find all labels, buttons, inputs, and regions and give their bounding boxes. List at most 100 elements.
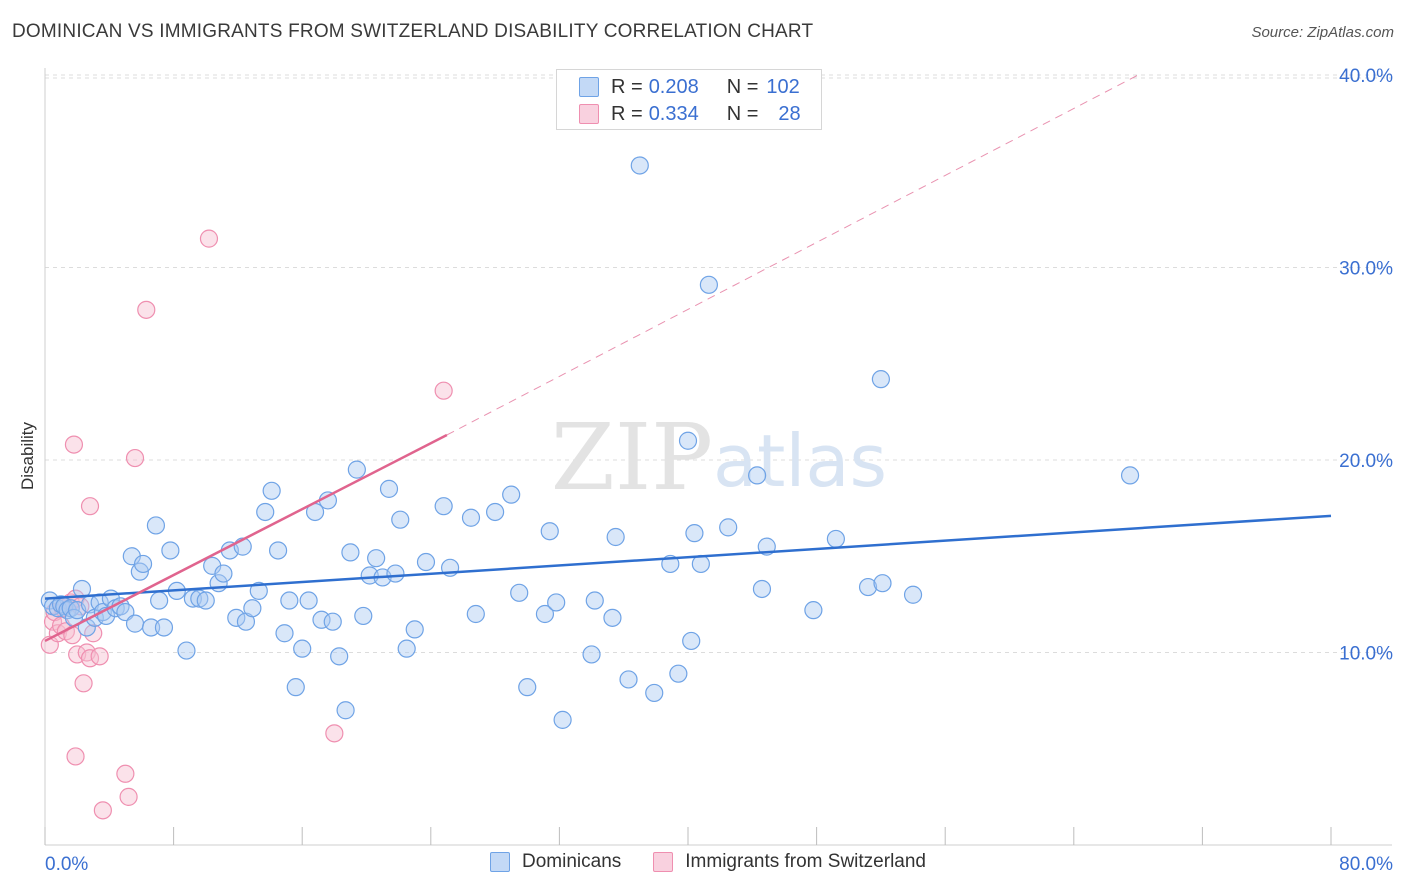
data-point-dominicans (379, 479, 399, 498)
legend-item-switzerland: Immigrants from Switzerland (653, 851, 926, 873)
data-point-dominicans (826, 529, 845, 549)
chart-title: DOMINICAN VS IMMIGRANTS FROM SWITZERLAND… (12, 21, 814, 42)
data-point-dominicans (466, 604, 485, 624)
data-point-dominicans (871, 370, 891, 389)
data-point-switzerland (199, 229, 219, 248)
data-point-dominicans (682, 631, 701, 651)
series-switzerland (40, 229, 453, 820)
y-tick-label: 30.0% (1339, 259, 1393, 280)
data-point-dominicans (214, 564, 233, 583)
axes (44, 68, 1392, 846)
y-tick-label: 20.0% (1339, 451, 1393, 472)
data-point-dominicans (858, 577, 878, 597)
legend-n-label: N = (726, 75, 759, 98)
watermark: ZIP atlas (551, 404, 887, 511)
legend-r-label: R = (611, 102, 643, 125)
data-point-dominicans (619, 670, 638, 689)
data-point-switzerland (119, 787, 138, 806)
data-point-dominicans (804, 601, 823, 620)
data-point-dominicans (391, 510, 410, 529)
data-point-dominicans (699, 275, 718, 294)
data-point-switzerland (137, 300, 156, 319)
data-point-dominicans (603, 608, 622, 627)
data-point-dominicans (486, 502, 505, 522)
data-point-dominicans (719, 518, 738, 537)
data-point-dominicans (585, 591, 604, 610)
data-point-dominicans (518, 678, 537, 697)
trend-extension-switzerland (446, 74, 1139, 436)
data-point-dominicans (416, 552, 436, 572)
data-point-dominicans (669, 664, 688, 683)
legend-n-value: 28 (778, 102, 801, 125)
data-point-dominicans (286, 678, 305, 697)
x-tick-label: 80.0% (1339, 854, 1393, 875)
data-point-dominicans (540, 522, 559, 541)
data-point-dominicans (752, 579, 772, 599)
legend-n-label: N = (726, 102, 759, 125)
data-point-dominicans (323, 612, 342, 631)
data-point-switzerland (64, 435, 84, 454)
legend-row-dominicans: R = 0.208 N = 102 (579, 75, 800, 99)
data-point-switzerland (80, 497, 100, 516)
data-point-dominicans (336, 701, 355, 720)
data-point-dominicans (535, 604, 555, 624)
data-point-dominicans (873, 574, 892, 593)
legend-r-value: 0.208 (648, 75, 699, 98)
data-point-dominicans (645, 683, 664, 703)
grid-lines (45, 74, 1392, 653)
data-point-dominicans (547, 593, 566, 612)
legend-swatch-pink (653, 852, 674, 872)
data-point-dominicans (434, 497, 453, 516)
data-point-switzerland (434, 381, 453, 400)
y-tick-label: 40.0% (1339, 66, 1393, 87)
data-point-dominicans (268, 541, 288, 560)
data-point-dominicans (1120, 466, 1140, 485)
data-point-switzerland (116, 764, 135, 783)
legend-swatch-pink (579, 104, 599, 124)
data-point-dominicans (154, 618, 174, 637)
data-point-dominicans (553, 710, 572, 729)
data-point-dominicans (354, 606, 373, 626)
data-point-dominicans (72, 579, 92, 599)
trend-lines (44, 74, 1332, 643)
data-point-dominicans (249, 581, 268, 601)
data-point-dominicans (510, 583, 529, 602)
legend-r-label: R = (611, 75, 643, 98)
watermark-atlas: atlas (713, 419, 887, 503)
data-point-dominicans (330, 647, 349, 666)
data-point-switzerland (93, 801, 112, 820)
data-point-dominicans (347, 460, 366, 479)
legend-label-switzerland: Immigrants from Switzerland (685, 851, 926, 872)
y-tick-label: 10.0% (1339, 644, 1393, 665)
data-point-dominicans (61, 599, 80, 618)
data-point-dominicans (125, 614, 145, 633)
data-point-dominicans (146, 516, 166, 535)
data-point-dominicans (196, 591, 215, 610)
legend-swatch-blue (579, 77, 599, 97)
data-point-dominicans (748, 466, 767, 485)
data-point-dominicans (275, 624, 294, 643)
data-point-dominicans (133, 554, 153, 574)
data-point-dominicans (227, 608, 246, 627)
data-point-dominicans (256, 502, 275, 522)
data-point-switzerland (90, 647, 109, 666)
series-legend: Dominicans Immigrants from Switzerland (490, 851, 958, 873)
trend-line-dominicans (44, 514, 1332, 600)
source-credit: Source: ZipAtlas.com (1251, 24, 1394, 41)
correlation-legend: R = 0.208 N = 102 R = 0.334 N = 28 (556, 69, 822, 130)
data-point-dominicans (685, 524, 704, 543)
data-point-dominicans (405, 620, 424, 639)
data-point-dominicans (280, 591, 299, 610)
data-point-dominicans (678, 431, 698, 450)
data-point-dominicans (461, 508, 481, 527)
data-point-dominicans (177, 641, 196, 660)
data-point-dominicans (341, 543, 360, 562)
data-point-dominicans (243, 599, 262, 618)
data-point-switzerland (125, 448, 145, 468)
legend-row-switzerland: R = 0.334 N = 28 (579, 102, 801, 126)
legend-label-dominicans: Dominicans (522, 851, 622, 872)
data-point-dominicans (903, 585, 923, 604)
legend-n-value: 102 (766, 75, 800, 98)
data-point-dominicans (397, 639, 416, 658)
